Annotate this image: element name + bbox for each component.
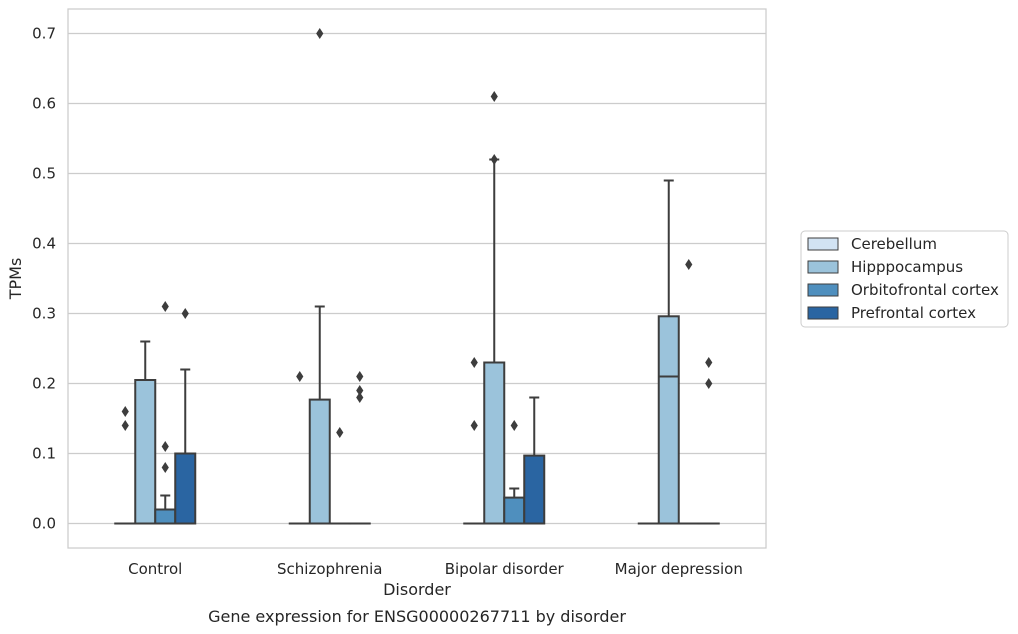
chart-caption: Gene expression for ENSG00000267711 by d… (208, 607, 626, 626)
x-tick-label: Schizophrenia (277, 560, 382, 578)
legend-swatch (807, 237, 839, 251)
box-prefrontal-cortex (523, 396, 546, 525)
box-body (503, 496, 526, 525)
outlier-point (181, 308, 189, 319)
outlier-point (316, 28, 324, 39)
plot-area (114, 28, 720, 525)
outlier-point (510, 420, 518, 431)
y-tick-label: 0.0 (32, 515, 56, 533)
legend-frame (800, 230, 1009, 328)
legend-label: Cerebellum (851, 235, 937, 253)
box-hipppocampus (657, 179, 680, 525)
box-hipppocampus (483, 91, 506, 525)
outlier-point (685, 259, 693, 270)
box-cerebellum (114, 406, 137, 525)
box-hipppocampus (134, 340, 157, 525)
legend-swatch (807, 306, 839, 320)
x-tick-label: Control (128, 560, 182, 578)
box-orbitofrontal-cortex (154, 301, 177, 525)
x-axis-title: Disorder (383, 580, 451, 599)
x-tick-label: Major depression (615, 560, 743, 578)
outlier-point (470, 357, 478, 368)
box-body (523, 454, 546, 525)
x-tick-label: Bipolar disorder (445, 560, 565, 578)
outlier-point (490, 154, 498, 165)
box-prefrontal-cortex (348, 371, 371, 525)
legend-label: Orbitofrontal cortex (851, 281, 999, 299)
box-prefrontal-cortex (174, 308, 197, 525)
outlier-point (161, 462, 169, 473)
box-hipppocampus (308, 28, 331, 525)
y-tick-label: 0.7 (32, 25, 56, 43)
y-tick-label: 0.6 (32, 95, 56, 113)
box-body (483, 361, 506, 525)
outlier-point (356, 385, 364, 396)
plot-frame (67, 8, 767, 549)
y-axis-title: TPMs (6, 258, 25, 301)
outlier-point (121, 420, 129, 431)
legend-swatch (807, 283, 839, 297)
outlier-point (356, 392, 364, 403)
box-body (657, 315, 680, 525)
box-body (154, 508, 177, 525)
legend-label: Hipppocampus (851, 258, 963, 276)
y-tick-label: 0.3 (32, 305, 56, 323)
y-tick-label: 0.5 (32, 165, 56, 183)
outlier-point (490, 91, 498, 102)
legend-label: Prefrontal cortex (851, 304, 976, 322)
legend-swatch (807, 260, 839, 274)
box-prefrontal-cortex (697, 357, 720, 525)
y-tick-labels: 0.0 0.1 0.2 0.3 0.4 0.5 0.6 0.7 (32, 25, 56, 533)
outlier-point (470, 420, 478, 431)
x-tick-labels: Control Schizophrenia Bipolar disorder Majo… (128, 560, 743, 578)
box-orbitofrontal-cortex (503, 420, 526, 525)
box-body (174, 452, 197, 525)
box-orbitofrontal-cortex (328, 427, 351, 525)
outlier-point (161, 301, 169, 312)
y-tick-label: 0.1 (32, 445, 56, 463)
y-tick-label: 0.4 (32, 235, 56, 253)
box-cerebellum (463, 357, 486, 525)
outlier-point (121, 406, 129, 417)
box-body (134, 379, 157, 525)
outlier-point (705, 378, 713, 389)
box-body (308, 398, 331, 525)
box-cerebellum (288, 371, 311, 525)
outlier-point (705, 357, 713, 368)
legend: Cerebellum Hipppocampus Orbitofrontal cort… (800, 230, 1009, 328)
outlier-point (356, 371, 364, 382)
box-orbitofrontal-cortex (677, 259, 700, 525)
y-tick-label: 0.2 (32, 375, 56, 393)
outlier-point (161, 441, 169, 452)
outlier-point (296, 371, 304, 382)
outlier-point (336, 427, 344, 438)
